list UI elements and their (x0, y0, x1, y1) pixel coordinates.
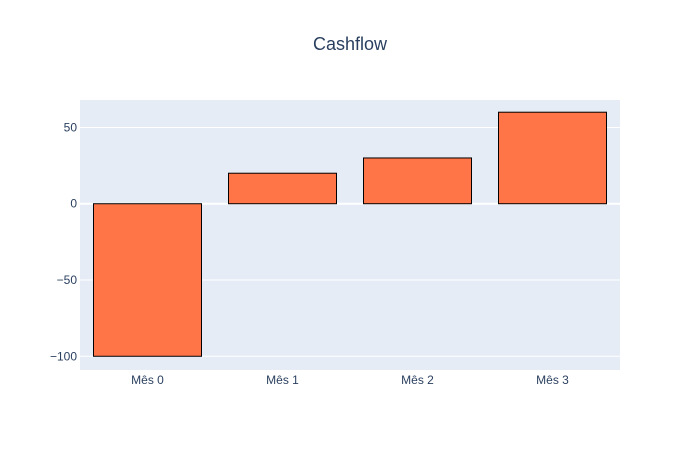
chart-title: Cashflow (313, 34, 388, 54)
x-tick-label: Mês 2 (401, 373, 434, 387)
y-tick-label: 0 (70, 197, 77, 211)
bar-series (93, 111, 607, 357)
x-axis-ticks: Mês 0 Mês 1 Mês 2 Mês 3 (131, 373, 569, 387)
y-axis-ticks: −100 −50 0 50 (50, 120, 77, 363)
bar-0 (93, 203, 202, 357)
bar-1 (228, 172, 337, 205)
x-tick-label: Mês 1 (266, 373, 299, 387)
x-tick-label: Mês 3 (536, 373, 569, 387)
y-tick-label: 50 (64, 120, 78, 134)
bar-3 (498, 111, 607, 205)
y-tick-label: −100 (50, 349, 77, 363)
y-tick-label: −50 (57, 273, 78, 287)
bar-2 (363, 157, 472, 205)
x-tick-label: Mês 0 (131, 373, 164, 387)
